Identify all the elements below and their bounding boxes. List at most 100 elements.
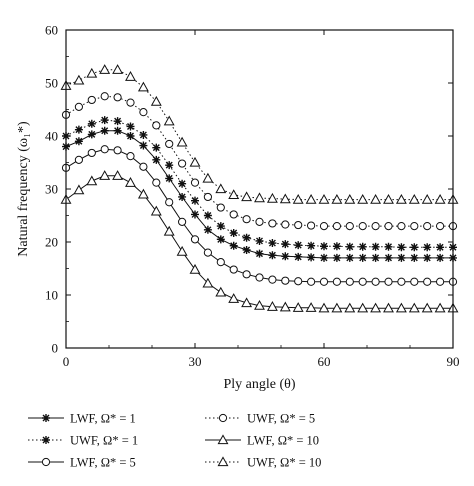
legend-entry-5: LWF, Ω* = 10	[205, 434, 319, 448]
asterisk-marker-icon	[255, 249, 264, 258]
circle-marker-icon	[255, 217, 264, 226]
data-point	[74, 125, 83, 134]
data-point	[241, 297, 253, 308]
data-point	[331, 302, 343, 313]
data-point	[152, 155, 161, 164]
data-point	[242, 270, 251, 279]
circle-marker-icon	[307, 221, 316, 230]
legend: LWF, Ω* = 1 UWF, Ω* = 1 LWF, Ω* = 5 UWF, Ω*…	[28, 412, 321, 470]
data-point	[100, 145, 109, 154]
y-tick-label: 0	[52, 341, 59, 356]
data-point	[165, 161, 174, 170]
data-point	[395, 302, 407, 313]
asterisk-marker-icon	[345, 253, 354, 262]
triangle-marker-icon	[305, 302, 317, 312]
data-point	[371, 253, 380, 262]
triangle-marker-icon	[318, 193, 330, 204]
circle-marker-icon	[345, 222, 354, 231]
triangle-marker-icon	[86, 67, 98, 78]
data-point	[319, 277, 329, 286]
circle-marker-icon	[87, 148, 96, 158]
triangle-marker-icon	[163, 225, 175, 236]
triangle-marker-icon	[217, 456, 229, 467]
asterisk-marker-icon	[242, 245, 251, 254]
circle-marker-icon	[423, 277, 432, 286]
x-tick-label: 0	[63, 354, 70, 369]
circle-marker-icon	[100, 92, 109, 101]
circle-marker-icon	[397, 222, 406, 231]
y-tick-label: 60	[45, 23, 58, 38]
triangle-marker-icon	[408, 193, 420, 204]
data-point	[163, 225, 175, 236]
triangle-marker-icon	[331, 302, 343, 313]
asterisk-marker-icon	[178, 192, 187, 201]
asterisk-marker-icon	[294, 241, 303, 250]
circle-marker-icon	[319, 277, 329, 286]
data-point	[178, 159, 187, 168]
triangle-marker-icon	[370, 302, 382, 313]
asterisk-marker-icon	[397, 253, 406, 262]
data-point	[139, 162, 148, 171]
circle-marker-icon	[268, 219, 277, 228]
data-point	[202, 277, 214, 288]
plot-area	[60, 64, 459, 313]
data-point	[100, 92, 109, 101]
data-point	[397, 253, 406, 262]
data-point	[358, 242, 367, 251]
data-point	[202, 172, 214, 183]
legend-marker	[42, 414, 50, 422]
triangle-marker-icon	[73, 184, 85, 195]
data-point	[165, 139, 174, 149]
triangle-marker-icon	[254, 299, 265, 310]
triangle-marker-icon	[254, 192, 265, 203]
data-point	[125, 71, 136, 81]
circle-marker-icon	[165, 139, 174, 149]
circle-marker-icon	[87, 95, 96, 105]
circle-marker-icon	[358, 277, 367, 286]
data-point	[229, 241, 238, 250]
data-point	[281, 276, 290, 285]
data-point	[191, 210, 199, 219]
x-axis-label: Ply angle (θ)	[223, 377, 295, 392]
asterisk-marker-icon	[87, 119, 96, 128]
data-point	[344, 302, 356, 313]
asterisk-marker-icon	[345, 242, 354, 251]
data-point	[357, 302, 369, 313]
asterisk-marker-icon	[191, 196, 199, 205]
circle-marker-icon	[178, 217, 187, 226]
data-point	[216, 203, 225, 212]
data-point	[178, 217, 187, 226]
data-point	[150, 205, 162, 216]
data-point	[73, 184, 85, 195]
y-tick-label: 40	[45, 129, 58, 144]
triangle-marker-icon	[163, 115, 175, 126]
data-point	[190, 178, 200, 187]
data-point	[307, 277, 316, 286]
triangle-marker-icon	[228, 293, 240, 303]
series-2	[62, 116, 457, 252]
circle-marker-icon	[242, 270, 251, 279]
triangle-marker-icon	[176, 245, 188, 256]
asterisk-marker-icon	[268, 251, 277, 260]
data-point	[397, 277, 406, 286]
y-tick-label: 50	[45, 76, 58, 91]
data-point	[281, 240, 290, 249]
circle-marker-icon	[268, 275, 277, 284]
asterisk-marker-icon	[384, 242, 393, 251]
triangle-marker-icon	[215, 286, 227, 297]
triangle-marker-icon	[125, 177, 136, 187]
data-point	[137, 81, 149, 92]
data-point	[216, 258, 225, 267]
data-point	[87, 119, 96, 128]
circle-marker-icon	[410, 222, 419, 231]
data-point	[383, 302, 394, 313]
data-point	[189, 263, 201, 274]
circle-marker-icon	[358, 222, 367, 231]
data-point	[73, 74, 85, 85]
legend-entry-1: LWF, Ω* = 1	[28, 412, 136, 426]
legend-label: UWF, Ω* = 5	[247, 412, 315, 426]
asterisk-marker-icon	[423, 253, 432, 262]
series-3	[61, 145, 458, 286]
data-point	[268, 251, 277, 260]
data-point	[410, 243, 419, 252]
